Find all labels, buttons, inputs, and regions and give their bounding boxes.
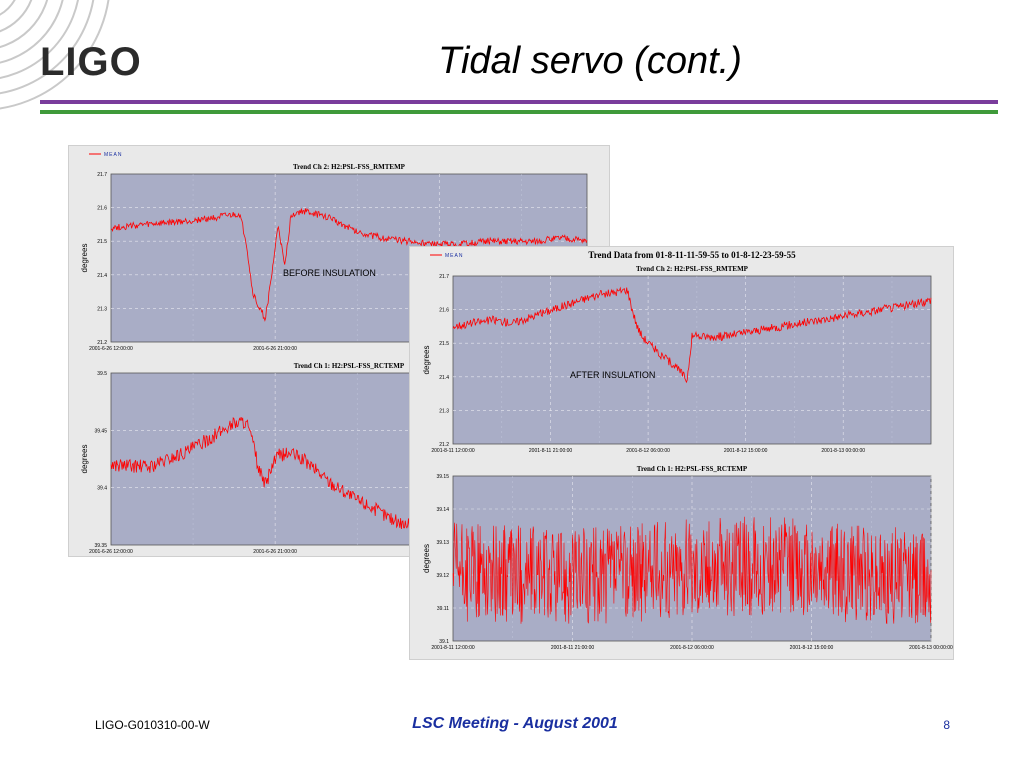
trend-trace — [111, 207, 588, 322]
x-tick-label: 2001-8-13 00:00:00 — [821, 448, 865, 454]
plot-area — [452, 275, 932, 445]
x-tick-label: 2001-8-13 00:00:00 — [909, 645, 953, 651]
y-tick-label: 39.14 — [436, 507, 449, 513]
subplot-title: Trend Ch 1: H2:PSL-FSS_RCTEMP — [637, 465, 748, 473]
y-tick-label: 39.13 — [436, 540, 449, 546]
x-tick-label: 2001-8-11 21:00:00 — [529, 448, 572, 454]
y-tick-label: 21.3 — [439, 408, 449, 414]
chart-title: Trend Data from 01-8-11-11-59-55 to 01-8… — [588, 250, 796, 260]
title-rule-green — [40, 110, 998, 114]
y-axis-label: degrees — [80, 244, 89, 273]
page-number: 8 — [943, 718, 950, 732]
y-axis-label: degrees — [80, 445, 89, 474]
y-tick-label: 39.1 — [439, 639, 449, 645]
subplot-0: Trend Ch 2: H2:PSL-FSS_RMTEMP 21.7 21.6 21.… — [422, 265, 932, 454]
y-tick-label: 21.2 — [439, 442, 449, 448]
x-tick-label: 2001-6-26 21:00:00 — [253, 346, 297, 352]
y-tick-label: 39.35 — [94, 543, 107, 549]
x-tick-label: 2001-8-12 15:00:00 — [790, 645, 834, 651]
subplot-title: Trend Ch 2: H2:PSL-FSS_RMTEMP — [293, 163, 406, 171]
y-tick-label: 21.3 — [97, 306, 107, 312]
y-tick-label: 39.11 — [437, 606, 449, 612]
legend-label: MEAN — [104, 152, 122, 158]
x-tick-label: 2001-8-11 21:00:00 — [551, 645, 594, 651]
x-tick-label: 2001-8-12 15:00:00 — [724, 448, 768, 454]
y-tick-label: 21.5 — [97, 239, 107, 245]
footer-doc-id: LIGO-G010310-00-W — [95, 718, 210, 732]
y-tick-label: 21.7 — [97, 172, 107, 178]
y-tick-label: 21.6 — [439, 308, 449, 314]
y-tick-label: 21.5 — [439, 341, 449, 347]
y-tick-label: 21.7 — [439, 274, 449, 280]
x-tick-label: 2001-8-11 12:00:00 — [431, 448, 474, 454]
before-insulation-annotation: BEFORE INSULATION — [283, 268, 376, 278]
chart-panel-after: MEAN Trend Data from 01-8-11-11-59-55 to … — [409, 246, 954, 660]
y-tick-label: 39.4 — [97, 486, 107, 492]
x-tick-label: 2001-6-26 12:00:00 — [89, 346, 133, 352]
x-tick-label: 2001-6-26 12:00:00 — [89, 549, 133, 555]
ligo-logo: LIGO — [40, 40, 142, 84]
trend-trace — [452, 286, 932, 384]
subplot-title: Trend Ch 2: H2:PSL-FSS_RMTEMP — [636, 265, 749, 273]
y-tick-label: 21.2 — [97, 340, 107, 346]
y-tick-label: 21.4 — [439, 375, 449, 381]
y-tick-label: 39.12 — [436, 573, 449, 579]
chart-after: MEAN Trend Data from 01-8-11-11-59-55 to … — [422, 250, 953, 651]
y-tick-label: 39.5 — [97, 371, 107, 377]
slide-title: Tidal servo (cont.) — [438, 40, 742, 82]
y-tick-label: 21.4 — [97, 273, 107, 279]
footer-meeting: LSC Meeting - August 2001 — [412, 715, 618, 732]
x-tick-label: 2001-8-12 06:00:00 — [670, 645, 714, 651]
y-tick-label: 39.15 — [436, 474, 449, 480]
trend-trace — [452, 516, 932, 625]
y-tick-label: 21.6 — [97, 206, 107, 212]
x-tick-label: 2001-6-26 21:00:00 — [253, 549, 297, 555]
subplot-title: Trend Ch 1: H2:PSL-FSS_RCTEMP — [294, 362, 405, 370]
x-tick-label: 2001-8-12 06:00:00 — [626, 448, 670, 454]
y-tick-label: 39.45 — [94, 428, 107, 434]
after-insulation-annotation: AFTER INSULATION — [570, 370, 655, 380]
y-axis-label: degrees — [422, 346, 431, 375]
title-rule-purple — [40, 100, 998, 104]
subplot-1: Trend Ch 1: H2:PSL-FSS_RCTEMP 39.15 39.14 3… — [422, 465, 953, 651]
y-axis-label: degrees — [422, 544, 431, 573]
legend-label: MEAN — [445, 253, 463, 259]
x-tick-label: 2001-8-11 12:00:00 — [431, 645, 474, 651]
